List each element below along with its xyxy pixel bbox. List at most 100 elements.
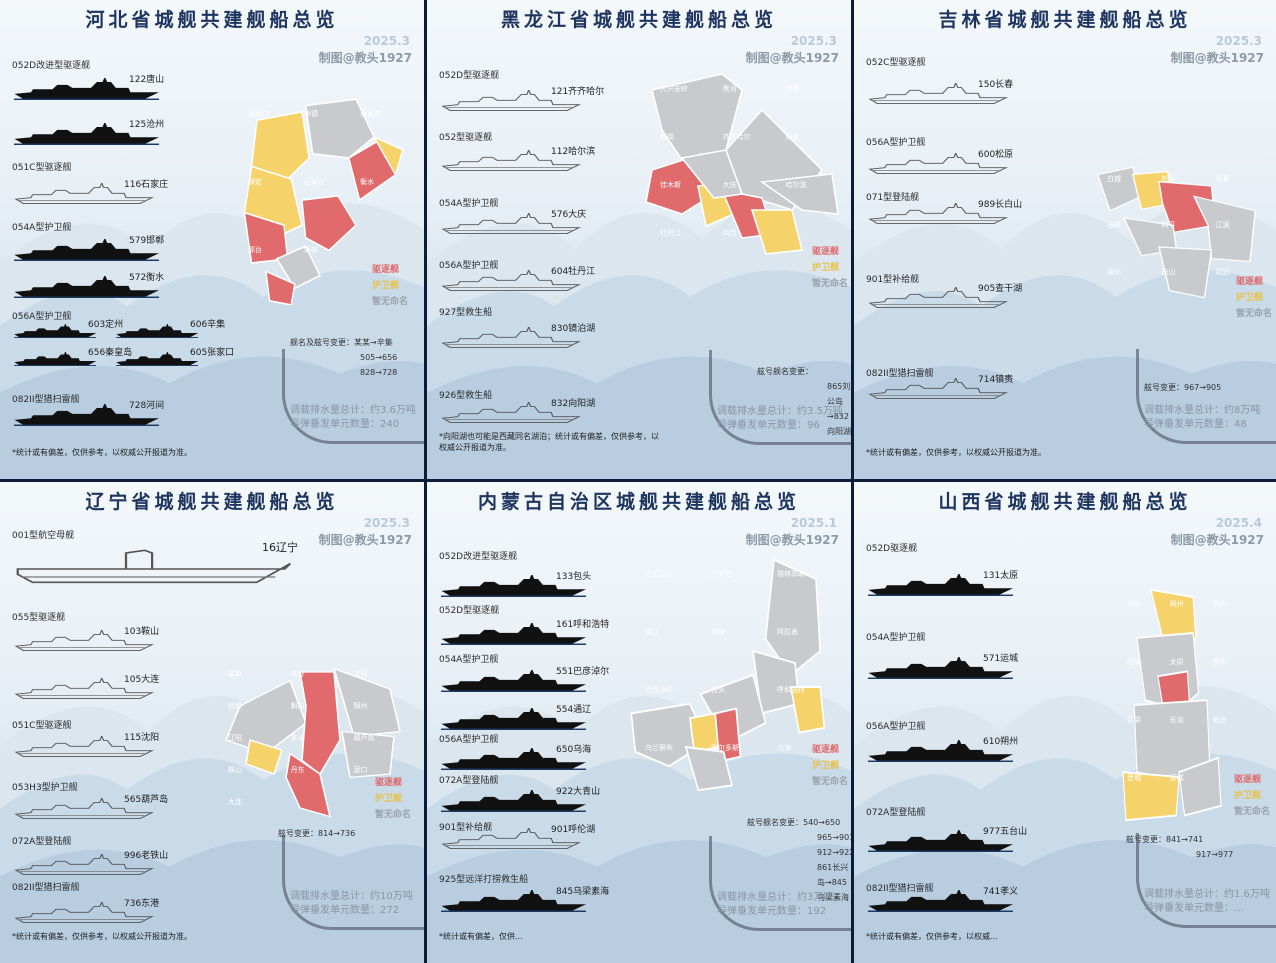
ship-class-label: 072A型登陆舰 xyxy=(439,776,499,786)
city-label: 伊春 xyxy=(785,85,800,93)
region-frigate xyxy=(250,110,310,180)
ship-name: 115沈阳 xyxy=(124,733,160,743)
ship-class-label: 052D型驱逐舰 xyxy=(439,606,500,616)
city-label: 延边 xyxy=(1215,267,1230,276)
disclaimer: *统计或有偏差，仅供参考，以权威公开报道为准。 xyxy=(12,932,192,941)
total-line: 导弹垂发单元数量：48 xyxy=(1144,419,1247,430)
region-unnamed xyxy=(224,679,307,755)
ship-class-label: 053H3型护卫舰 xyxy=(12,783,78,793)
city-label: 衡水 xyxy=(360,178,374,186)
city-label: 通辽 xyxy=(645,628,659,636)
hull-number-change-note: 舷号变更：814→736 xyxy=(278,826,355,841)
panel-date: 2025.1 xyxy=(790,516,837,530)
legend-item: 驱逐舰 xyxy=(812,745,840,755)
ship-class-label: 052D改进型驱逐舰 xyxy=(12,61,91,71)
ship-name: 736东港 xyxy=(124,899,160,909)
legend-item: 护卫舰 xyxy=(375,794,403,804)
ship-name: 105大连 xyxy=(124,675,160,685)
map-credit: 制图@教头1927 xyxy=(745,533,839,547)
panel-title: 河北省城舰共建舰船总览 xyxy=(85,9,339,31)
city-label: 临汾 xyxy=(1212,716,1227,724)
ship-silhouette xyxy=(441,211,582,239)
city-label: 呼和浩特 xyxy=(777,686,805,694)
panel-date: 2025.3 xyxy=(363,34,410,48)
ship-silhouette xyxy=(868,888,1014,916)
ship-silhouette xyxy=(441,88,582,116)
ship-silhouette xyxy=(116,351,199,370)
province-map xyxy=(1109,585,1249,829)
city-label: 哈尔滨 xyxy=(785,181,807,189)
decorative-frame xyxy=(282,835,424,930)
ship-class-label: 052D改进型驱逐舰 xyxy=(439,552,518,562)
ship-silhouette xyxy=(116,323,199,342)
ship-silhouette xyxy=(441,668,587,696)
region-frigate xyxy=(1122,771,1180,822)
ship-silhouette xyxy=(14,351,97,370)
legend-item: 驱逐舰 xyxy=(1234,775,1262,785)
ship-name: 554通辽 xyxy=(556,705,592,715)
ship-class-label: 056A型护卫舰 xyxy=(439,735,499,745)
decorative-frame xyxy=(282,349,424,444)
panel-title: 内蒙古自治区城舰共建舰船总览 xyxy=(477,491,800,513)
ship-class-label: 054A型护卫舰 xyxy=(866,633,926,643)
note-line: 舰名及舷号变更：某某→辛集 xyxy=(290,338,393,347)
ship-name: 605张家口 xyxy=(190,348,235,358)
map-credit: 制图@教头1927 xyxy=(1170,51,1264,65)
ship-class-label: 054A型护卫舰 xyxy=(439,655,499,665)
ship-class-label: 901型补给舰 xyxy=(866,275,920,285)
disclaimer: *统计或有偏差，仅供参考，以权威公开报道为准。 xyxy=(12,448,192,457)
city-label: 白城 xyxy=(1107,175,1121,183)
ship-silhouette xyxy=(441,621,587,649)
ship-silhouette xyxy=(441,148,582,176)
city-label: 丹东 xyxy=(290,766,305,774)
city-label: 呼伦贝尔 xyxy=(645,570,673,578)
city-label: 吕梁 xyxy=(1127,716,1141,724)
province-panel: 山西省城舰共建舰船总览 2025.4 制图@教头1927 052D驱逐舰 131太原 05… xyxy=(854,482,1276,963)
ship-name: 125沧州 xyxy=(129,120,165,130)
total-line: 调载排水量总计：约8万吨 xyxy=(1144,405,1261,416)
legend-item: 护卫舰 xyxy=(372,281,400,291)
city-label: 阿拉善 xyxy=(777,628,798,636)
ship-name: 131太原 xyxy=(983,571,1019,581)
ship-class-label: 054A型护卫舰 xyxy=(12,223,72,233)
legend-item: 护卫舰 xyxy=(1234,791,1262,801)
ship-class-label: 052D驱逐舰 xyxy=(866,544,918,554)
ship-silhouette xyxy=(441,268,582,296)
ship-name: 922大青山 xyxy=(556,787,601,797)
city-label: 朝阳 xyxy=(290,702,305,710)
note-line: 舷号变更：814→736 xyxy=(278,829,356,838)
displacement-totals: 调载排水量总计：约8万吨 导弹垂发单元数量：48 xyxy=(1144,404,1260,432)
city-label: 铁岭 xyxy=(290,670,305,678)
legend-item: 暂无命名 xyxy=(812,279,849,289)
ship-silhouette xyxy=(14,676,155,704)
ship-class-label: 052C型驱逐舰 xyxy=(866,58,926,68)
panel-date: 2025.3 xyxy=(1215,34,1262,48)
ship-name: 161呼和浩特 xyxy=(556,620,610,630)
ship-class-label: 054A型护卫舰 xyxy=(439,199,499,209)
ship-class-label: 052型驱逐舰 xyxy=(439,133,493,143)
city-label: 鄂尔多斯 xyxy=(711,744,739,752)
map-legend: 驱逐舰 护卫舰 暂无命名 xyxy=(372,262,408,310)
city-label: 锦州 xyxy=(353,702,368,710)
legend-item: 护卫舰 xyxy=(812,263,840,273)
ship-name: 603定州 xyxy=(88,320,124,330)
legend-item: 暂无命名 xyxy=(812,777,849,787)
ship-name: 656秦皇岛 xyxy=(88,348,133,358)
legend-item: 护卫舰 xyxy=(812,761,840,771)
city-label: 黑河 xyxy=(722,85,737,93)
city-label: 白山 xyxy=(1161,267,1176,276)
city-label: 邯郸 xyxy=(304,246,318,254)
ship-name: 565葫芦岛 xyxy=(124,795,169,805)
ship-silhouette xyxy=(14,545,294,589)
city-label: 通化 xyxy=(1107,267,1121,276)
ship-name: 112哈尔滨 xyxy=(551,147,596,157)
ship-silhouette xyxy=(14,181,155,209)
province-map xyxy=(1089,160,1264,309)
city-label: 佳木斯 xyxy=(660,181,681,189)
map-legend: 驱逐舰 护卫舰 暂无命名 xyxy=(812,244,848,292)
ship-silhouette xyxy=(441,788,587,816)
city-label: 巴彦淖尔 xyxy=(645,686,673,694)
city-label: 乌海 xyxy=(777,744,791,752)
city-label: 本溪 xyxy=(290,734,305,742)
panel-date: 2025.4 xyxy=(1215,516,1262,530)
